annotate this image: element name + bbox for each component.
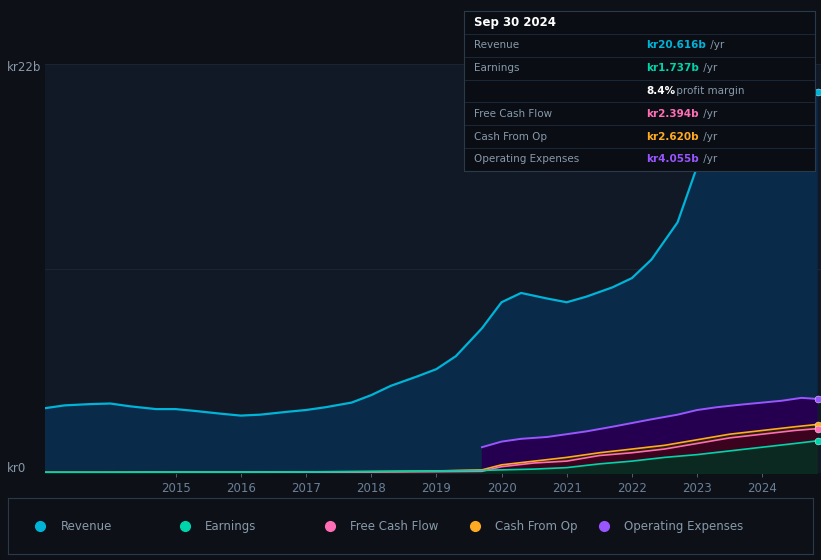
Text: kr20.616b: kr20.616b: [647, 40, 706, 50]
Text: kr2.394b: kr2.394b: [647, 109, 699, 119]
Text: kr4.055b: kr4.055b: [647, 155, 699, 165]
Text: Earnings: Earnings: [475, 63, 520, 73]
Text: Free Cash Flow: Free Cash Flow: [351, 520, 438, 533]
Text: Cash From Op: Cash From Op: [475, 132, 548, 142]
Text: /yr: /yr: [700, 109, 718, 119]
Text: Operating Expenses: Operating Expenses: [624, 520, 743, 533]
Text: /yr: /yr: [700, 155, 718, 165]
Text: /yr: /yr: [700, 63, 718, 73]
Text: kr0: kr0: [7, 462, 25, 475]
Text: profit margin: profit margin: [673, 86, 745, 96]
Text: kr2.620b: kr2.620b: [647, 132, 699, 142]
Text: 8.4%: 8.4%: [647, 86, 676, 96]
Text: Free Cash Flow: Free Cash Flow: [475, 109, 553, 119]
Text: /yr: /yr: [700, 132, 718, 142]
Text: /yr: /yr: [707, 40, 724, 50]
Text: kr1.737b: kr1.737b: [647, 63, 699, 73]
Text: Revenue: Revenue: [475, 40, 520, 50]
Text: Earnings: Earnings: [205, 520, 257, 533]
Text: kr22b: kr22b: [7, 62, 41, 74]
Text: Operating Expenses: Operating Expenses: [475, 155, 580, 165]
Text: Sep 30 2024: Sep 30 2024: [475, 16, 557, 29]
Text: Cash From Op: Cash From Op: [495, 520, 577, 533]
Text: Revenue: Revenue: [61, 520, 112, 533]
